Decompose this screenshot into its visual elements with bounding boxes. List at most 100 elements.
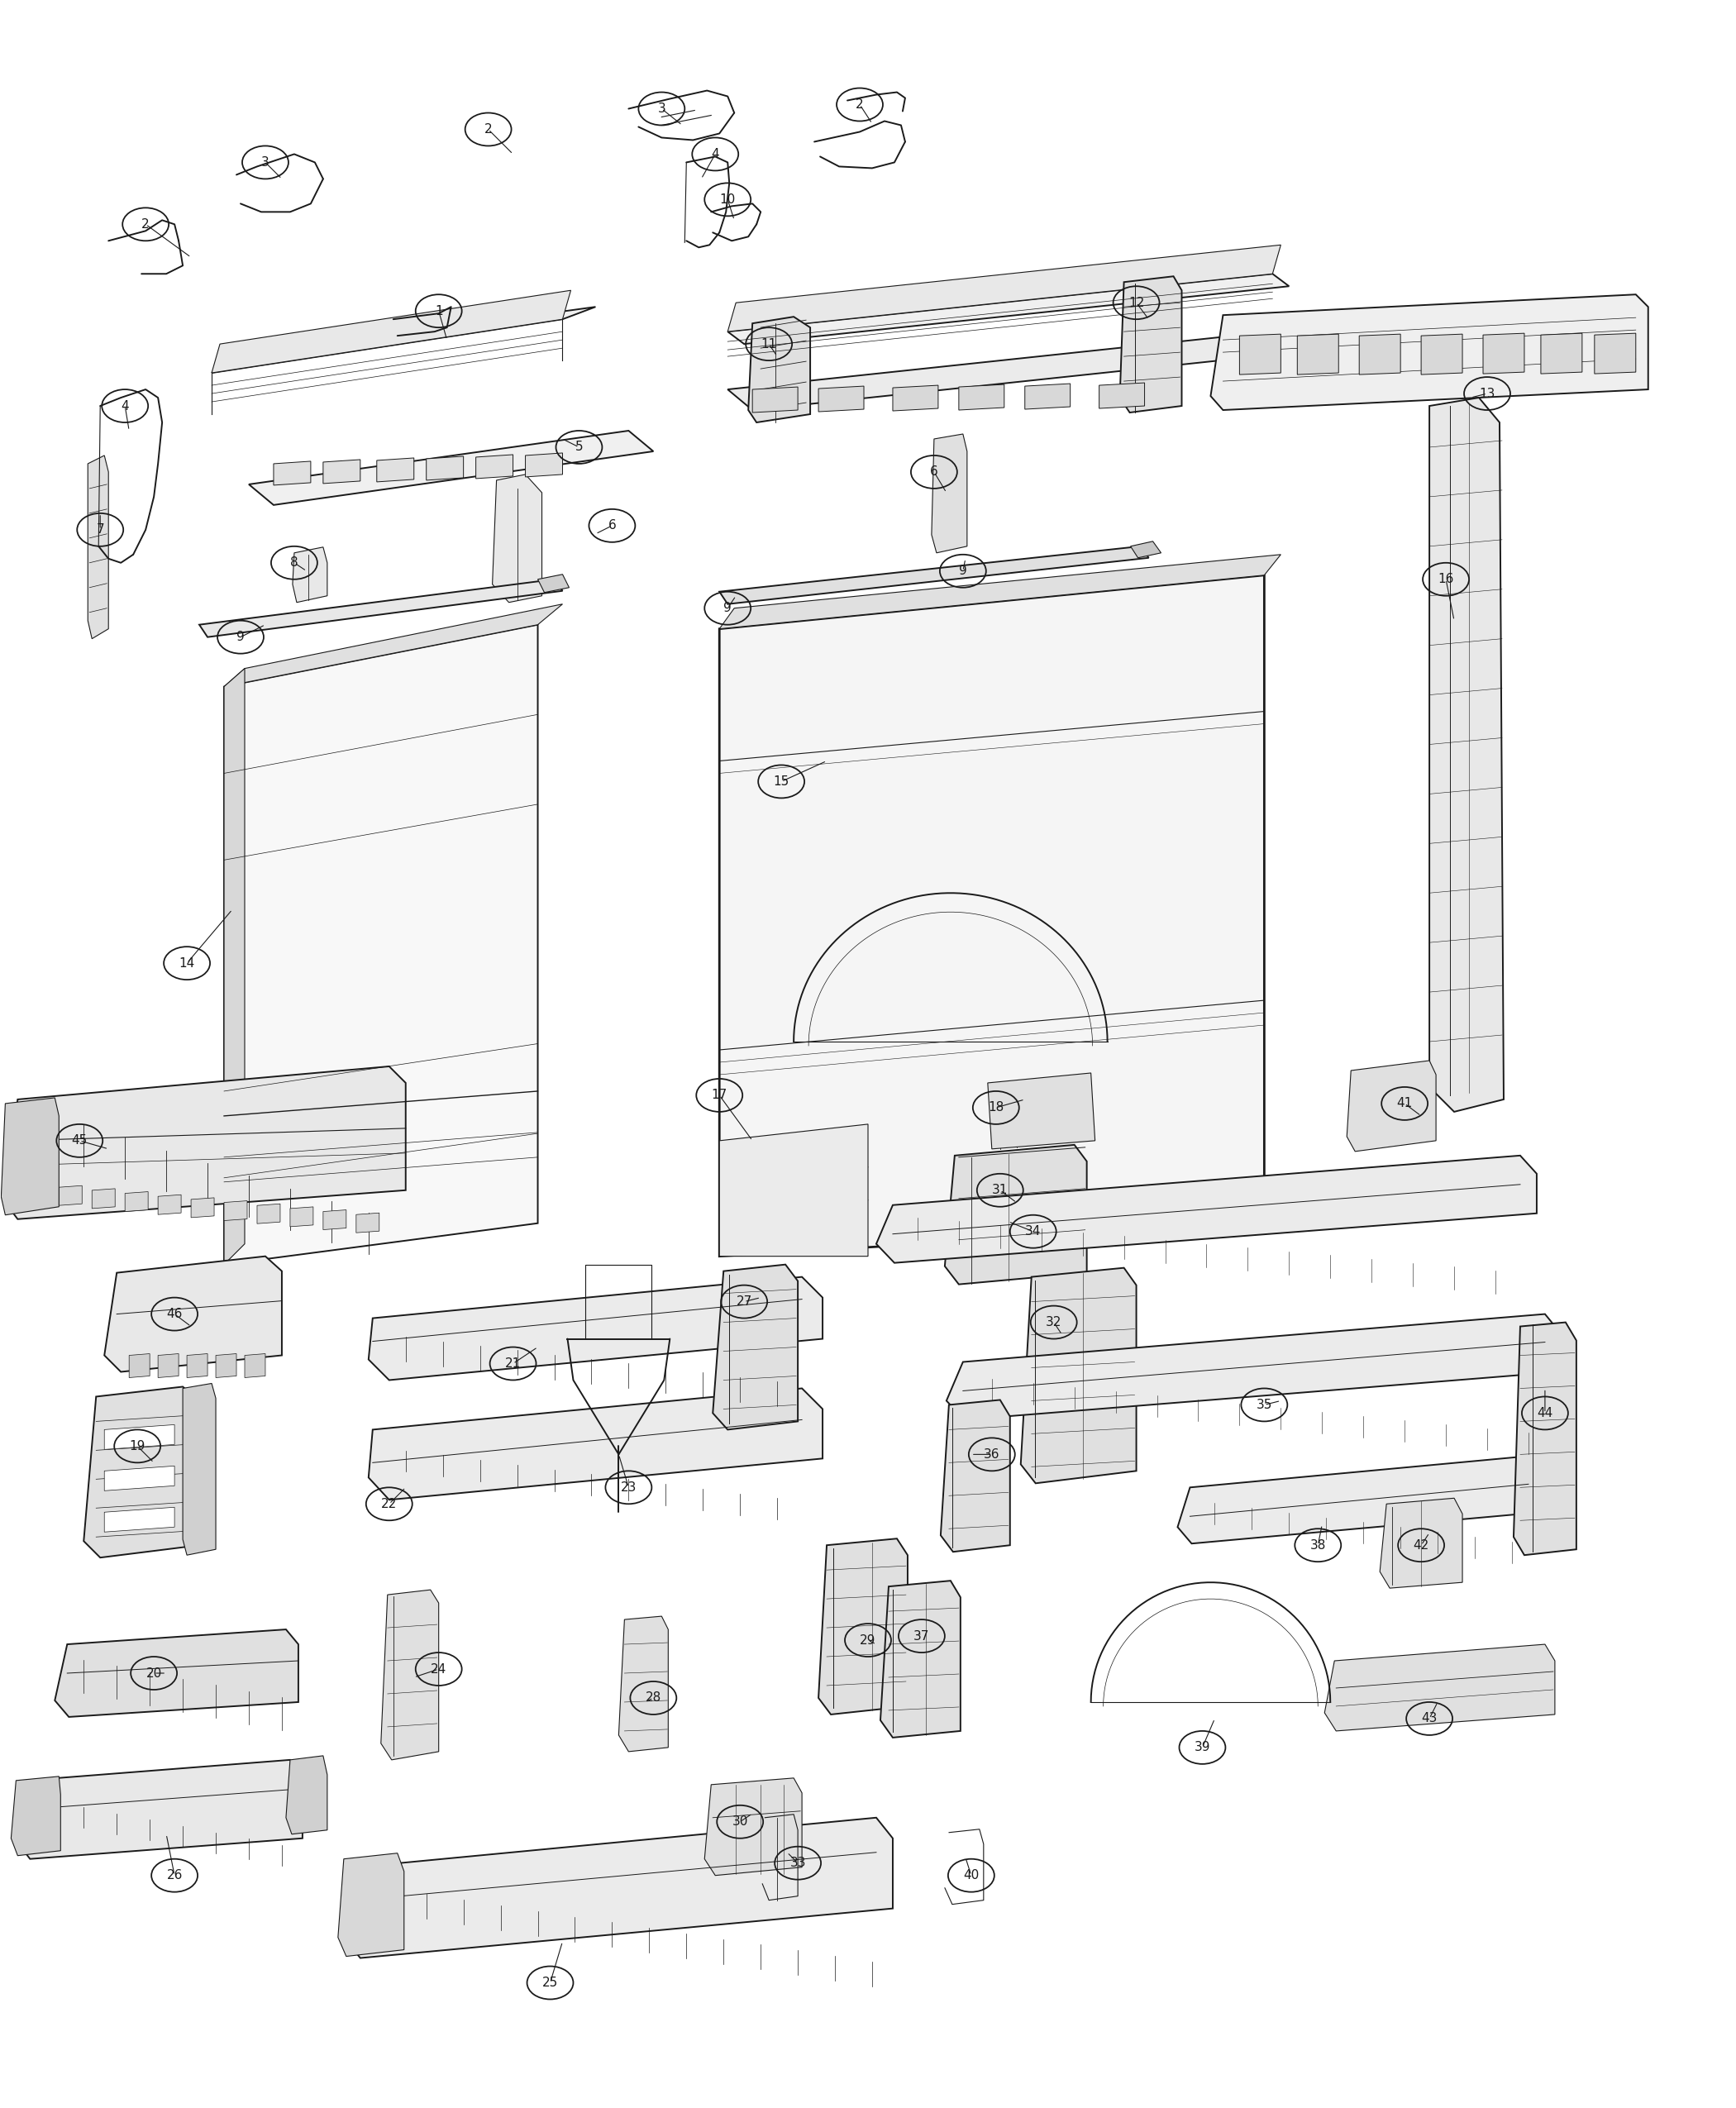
Polygon shape xyxy=(182,1383,215,1556)
Polygon shape xyxy=(158,1353,179,1379)
Text: 26: 26 xyxy=(167,1870,182,1882)
Polygon shape xyxy=(339,1853,404,1956)
Polygon shape xyxy=(1297,333,1338,375)
Polygon shape xyxy=(248,430,653,506)
Polygon shape xyxy=(1347,1060,1436,1151)
Polygon shape xyxy=(719,546,1149,605)
Polygon shape xyxy=(1514,1322,1576,1556)
Text: 30: 30 xyxy=(733,1815,748,1828)
Polygon shape xyxy=(618,1617,668,1752)
Text: 31: 31 xyxy=(991,1185,1009,1197)
Text: 32: 32 xyxy=(1045,1315,1062,1328)
Polygon shape xyxy=(83,1387,200,1558)
Text: 41: 41 xyxy=(1397,1098,1413,1109)
Polygon shape xyxy=(56,1629,299,1716)
Text: 42: 42 xyxy=(1413,1539,1429,1551)
Polygon shape xyxy=(215,1353,236,1379)
Polygon shape xyxy=(224,668,245,1265)
Polygon shape xyxy=(245,1353,266,1379)
Polygon shape xyxy=(104,1425,175,1450)
Polygon shape xyxy=(476,455,514,479)
Polygon shape xyxy=(719,1124,868,1256)
Polygon shape xyxy=(377,457,413,483)
Polygon shape xyxy=(719,554,1281,628)
Polygon shape xyxy=(5,1067,406,1218)
Text: 12: 12 xyxy=(1128,297,1144,310)
Polygon shape xyxy=(16,1760,302,1859)
Polygon shape xyxy=(187,1353,208,1379)
Text: 9: 9 xyxy=(236,630,245,643)
Polygon shape xyxy=(290,1208,312,1227)
Polygon shape xyxy=(104,1256,281,1372)
Polygon shape xyxy=(944,1145,1087,1284)
Polygon shape xyxy=(818,386,865,411)
Polygon shape xyxy=(719,575,1264,1256)
Text: 9: 9 xyxy=(724,603,731,613)
Polygon shape xyxy=(941,1400,1010,1551)
Polygon shape xyxy=(877,1155,1536,1263)
Polygon shape xyxy=(89,455,108,639)
Polygon shape xyxy=(1483,333,1524,373)
Polygon shape xyxy=(1429,398,1503,1111)
Text: 44: 44 xyxy=(1536,1406,1554,1419)
Polygon shape xyxy=(368,1277,823,1381)
Text: 39: 39 xyxy=(1194,1741,1210,1754)
Text: 3: 3 xyxy=(658,103,665,116)
Text: 2: 2 xyxy=(484,122,493,135)
Polygon shape xyxy=(286,1756,328,1834)
Text: 4: 4 xyxy=(712,148,719,160)
Polygon shape xyxy=(1422,333,1462,375)
Polygon shape xyxy=(713,1265,799,1429)
Text: 35: 35 xyxy=(1257,1400,1272,1410)
Text: 7: 7 xyxy=(95,523,104,535)
Text: 34: 34 xyxy=(1024,1225,1042,1237)
Polygon shape xyxy=(191,1197,214,1218)
Text: 10: 10 xyxy=(720,194,736,207)
Polygon shape xyxy=(1240,333,1281,375)
Polygon shape xyxy=(26,1183,49,1202)
Text: 2: 2 xyxy=(856,99,865,112)
Polygon shape xyxy=(2,1098,59,1214)
Polygon shape xyxy=(274,462,311,485)
Polygon shape xyxy=(293,548,328,603)
Polygon shape xyxy=(427,455,464,481)
Polygon shape xyxy=(92,1189,115,1208)
Text: 11: 11 xyxy=(760,337,778,350)
Polygon shape xyxy=(1210,295,1647,411)
Polygon shape xyxy=(224,605,562,687)
Polygon shape xyxy=(727,245,1281,331)
Polygon shape xyxy=(59,1185,82,1206)
Text: 25: 25 xyxy=(542,1977,557,1990)
Text: 6: 6 xyxy=(930,466,937,479)
Polygon shape xyxy=(1380,1499,1462,1587)
Text: 9: 9 xyxy=(958,565,967,578)
Text: 23: 23 xyxy=(620,1482,637,1495)
Text: 29: 29 xyxy=(859,1634,877,1646)
Polygon shape xyxy=(892,386,937,411)
Polygon shape xyxy=(1021,1267,1137,1484)
Text: 3: 3 xyxy=(262,156,269,169)
Text: 4: 4 xyxy=(122,401,128,413)
Polygon shape xyxy=(493,474,542,603)
Polygon shape xyxy=(257,1204,279,1223)
Polygon shape xyxy=(1120,276,1182,413)
Polygon shape xyxy=(1177,1457,1542,1543)
Polygon shape xyxy=(212,308,595,373)
Polygon shape xyxy=(1359,333,1401,375)
Text: 20: 20 xyxy=(146,1667,161,1680)
Text: 36: 36 xyxy=(984,1448,1000,1461)
Text: 40: 40 xyxy=(963,1870,979,1882)
Polygon shape xyxy=(158,1195,181,1214)
Polygon shape xyxy=(224,624,538,1265)
Polygon shape xyxy=(200,580,562,637)
Polygon shape xyxy=(10,1777,61,1855)
Text: 6: 6 xyxy=(608,519,616,531)
Polygon shape xyxy=(356,1212,378,1233)
Text: 45: 45 xyxy=(71,1134,87,1147)
Polygon shape xyxy=(104,1465,175,1490)
Polygon shape xyxy=(368,1389,823,1499)
Polygon shape xyxy=(1099,384,1144,409)
Text: 33: 33 xyxy=(790,1857,806,1870)
Text: 21: 21 xyxy=(505,1358,521,1370)
Polygon shape xyxy=(818,1539,908,1714)
